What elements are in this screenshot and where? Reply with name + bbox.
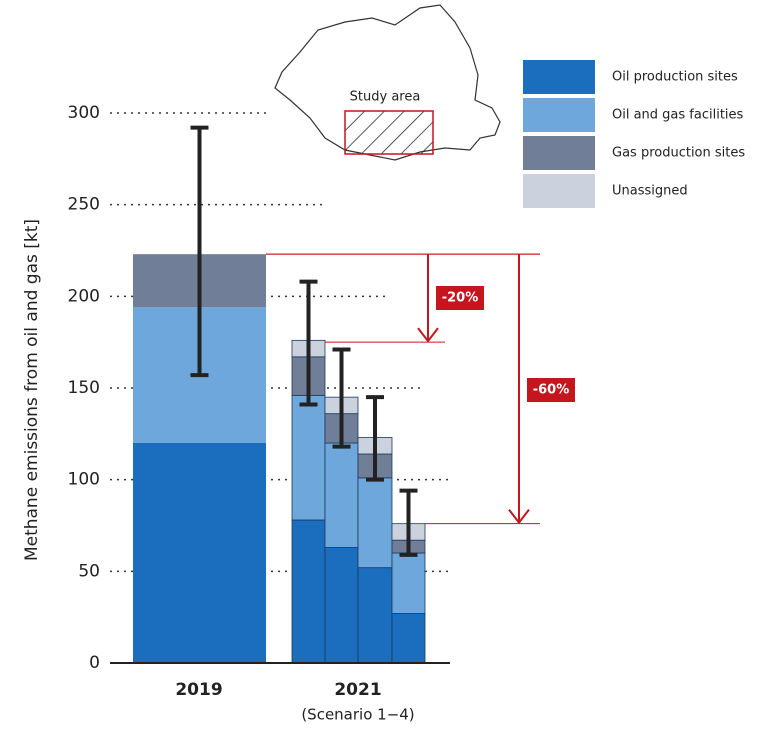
- bar-segment: [357, 477, 393, 569]
- error-bar: [299, 279, 318, 407]
- error-bar: [366, 395, 384, 482]
- legend-swatch: [523, 60, 595, 94]
- y-tick-label: 0: [89, 653, 100, 673]
- legend-swatch: [523, 136, 595, 170]
- annotation-box: [527, 378, 575, 402]
- y-tick-label: 50: [78, 561, 100, 581]
- y-tick-label: 200: [68, 286, 100, 306]
- study-area: [344, 110, 434, 155]
- x-tick-label: 2019: [175, 680, 222, 700]
- legend-swatch: [523, 98, 595, 132]
- x-tick-label: 2021: [334, 680, 381, 700]
- annotation-label: -60%: [533, 383, 570, 398]
- bar-segment: [391, 552, 426, 614]
- legend-label: Unassigned: [612, 184, 688, 199]
- bar-segment: [324, 442, 359, 548]
- legend-label: Oil production sites: [612, 70, 738, 85]
- y-tick-label: 150: [68, 378, 100, 398]
- bar-segment: [357, 567, 393, 664]
- inset-label: Study area: [350, 90, 421, 105]
- legend-swatch: [523, 174, 595, 208]
- bar-segment: [291, 519, 326, 664]
- bar-segment: [291, 394, 326, 521]
- x-tick-note: (Scenario 1−4): [301, 706, 414, 724]
- error-bar: [190, 125, 209, 378]
- inset-map: Study area: [274, 4, 501, 161]
- arrow-head: [417, 327, 439, 343]
- error-bar: [399, 488, 418, 557]
- bar-segment: [324, 547, 359, 664]
- bar-segment: [391, 613, 426, 664]
- y-tick-label: 100: [68, 470, 100, 490]
- bar-segment: [133, 443, 266, 663]
- y-axis-label: Methane emissions from oil and gas [kt]: [22, 219, 42, 561]
- error-bar: [332, 347, 351, 449]
- annotation-label: -20%: [442, 291, 479, 306]
- arrow-head: [508, 509, 530, 525]
- legend-label: Oil and gas facilities: [612, 108, 744, 123]
- y-tick-label: 300: [68, 103, 100, 123]
- annotation-box: [436, 286, 484, 310]
- map-outline: [274, 4, 501, 161]
- legend-label: Gas production sites: [612, 146, 745, 161]
- y-tick-label: 250: [68, 195, 100, 215]
